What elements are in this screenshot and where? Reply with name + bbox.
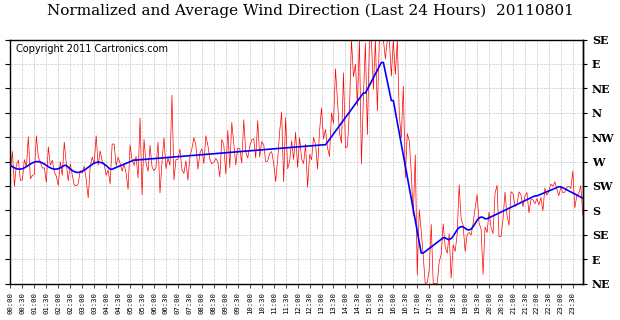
Text: Normalized and Average Wind Direction (Last 24 Hours)  20110801: Normalized and Average Wind Direction (L…	[46, 3, 574, 18]
Text: Copyright 2011 Cartronics.com: Copyright 2011 Cartronics.com	[16, 44, 168, 54]
